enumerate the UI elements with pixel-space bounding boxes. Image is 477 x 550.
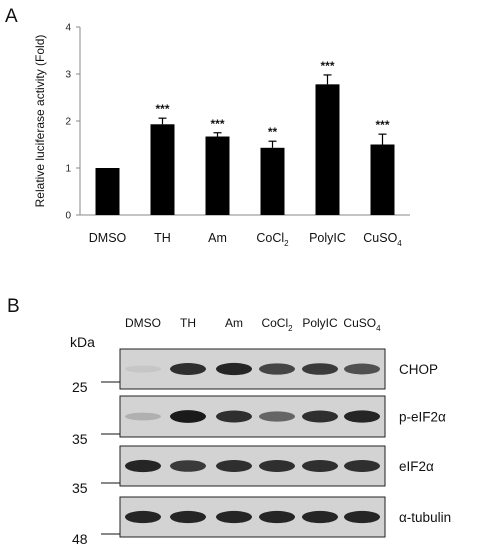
lane-label: CoCl2 (261, 316, 293, 333)
bar (260, 147, 285, 215)
y-tick-label: 3 (65, 70, 71, 81)
protein-band (125, 412, 161, 421)
protein-band (302, 460, 338, 472)
blot-area: DMSO TH Am CoCl2 PolyIC CuSO4 kDa CHOP 25 p-eIF2α… (70, 316, 451, 547)
protein-band (344, 510, 380, 524)
protein-band (170, 410, 206, 423)
lane-label: CuSO4 (343, 316, 381, 333)
bar (150, 124, 175, 215)
protein-band (170, 510, 206, 524)
protein-band (125, 365, 161, 373)
significance-marker: *** (375, 118, 389, 132)
protein-band (216, 362, 252, 376)
protein-band (259, 510, 295, 524)
panel-b-letter: B (7, 296, 20, 317)
panel-a-letter: A (5, 6, 18, 27)
lane-label: PolyIC (302, 316, 338, 330)
marker-label: 35 (72, 431, 88, 447)
protein-band (216, 510, 252, 524)
x-category-label: CoCl2 (256, 231, 289, 248)
protein-band (216, 460, 252, 472)
bar (95, 168, 120, 215)
bar (370, 144, 395, 215)
marker-label: 25 (72, 379, 88, 395)
protein-label: α-tubulin (399, 510, 451, 525)
chart-plot-area: 0 1 2 3 4 Relative luciferase activity (Fold)… (33, 23, 410, 248)
protein-band (302, 363, 338, 375)
significance-marker: *** (210, 117, 224, 131)
blot-strip (119, 445, 386, 487)
protein-band (302, 510, 338, 524)
protein-label: eIF2α (399, 459, 434, 474)
x-category-label: Am (208, 231, 227, 245)
blot-strip (119, 395, 386, 438)
lane-label: Am (225, 316, 243, 330)
protein-band (259, 411, 295, 422)
marker-label: 48 (72, 531, 88, 547)
protein-band (344, 460, 380, 472)
blot-strip (119, 348, 386, 390)
lane-label: DMSO (125, 316, 161, 330)
y-tick-label: 4 (65, 23, 71, 34)
x-category-label: TH (154, 231, 171, 245)
blot-strip (119, 496, 386, 538)
protein-band (259, 460, 295, 472)
protein-band (344, 410, 380, 423)
marker-label: 35 (72, 480, 88, 496)
lane-label: TH (180, 316, 196, 330)
protein-label: CHOP (399, 362, 438, 377)
protein-band (259, 363, 295, 375)
bar-chart: A 0 1 2 3 4 Relative luciferase activity (Fol… (5, 6, 410, 248)
x-category-label: DMSO (89, 231, 127, 245)
y-axis-label: Relative luciferase activity (Fold) (33, 35, 47, 208)
protein-band (302, 410, 338, 423)
protein-band (170, 460, 206, 472)
bar (315, 84, 340, 215)
x-category-label: PolyIC (309, 231, 346, 245)
y-tick-label: 1 (65, 164, 71, 175)
y-tick-label: 0 (65, 211, 71, 222)
significance-marker: *** (320, 59, 334, 73)
protein-band (125, 510, 161, 524)
kda-label: kDa (70, 334, 95, 350)
bar (205, 136, 230, 215)
significance-marker: ** (268, 125, 278, 139)
protein-band (170, 363, 206, 375)
protein-band (344, 363, 380, 375)
protein-label: p-eIF2α (399, 410, 446, 425)
protein-band (216, 410, 252, 423)
y-tick-label: 2 (65, 117, 71, 128)
protein-band (125, 459, 161, 473)
x-category-label: CuSO4 (363, 231, 402, 248)
significance-marker: *** (155, 102, 169, 116)
